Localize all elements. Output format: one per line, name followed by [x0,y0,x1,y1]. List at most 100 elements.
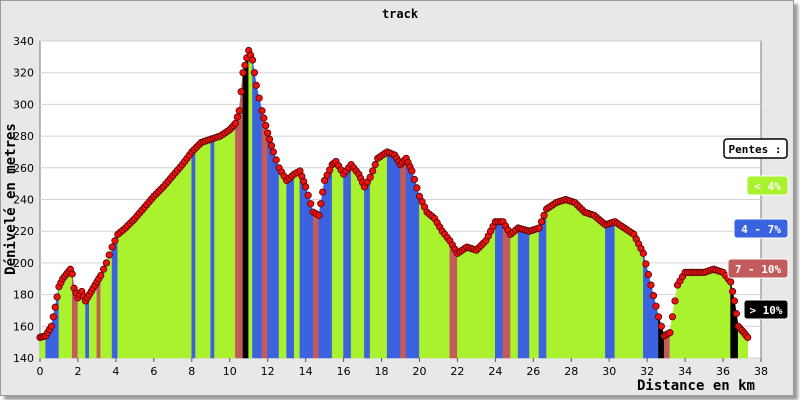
slope-segment-flat [293,170,301,359]
track-point [647,281,655,289]
x-tick-label: 26 [526,365,540,378]
track-point [540,211,548,219]
slope-segment-steep [261,110,268,359]
track-point [235,107,243,115]
x-tick-label: 22 [450,365,464,378]
track-point [262,121,270,130]
slope-segment-moderate [191,147,196,359]
track-point [535,224,543,232]
y-tick-label: 300 [13,98,34,111]
track-point [652,302,660,310]
x-tick-label: 36 [716,365,730,378]
y-tick-label: 280 [13,130,34,143]
slope-segment-moderate [643,253,659,359]
track-point [102,259,111,267]
track-point [410,175,419,184]
slope-segment-moderate [495,221,504,359]
track-point [97,271,105,280]
x-tick-label: 14 [299,365,313,378]
track-point [671,297,679,305]
track-point [639,249,647,257]
track-point [657,322,665,330]
slope-segment-flat [331,161,344,359]
legend-item-label: < 4% [754,180,781,193]
track-point [366,173,374,181]
track-point [51,303,59,311]
x-tick-label: 20 [412,365,426,378]
y-tick-label: 240 [13,194,34,207]
legend: Pentes : < 4% 4 - 7% 7 - 10% > 10% [723,138,789,320]
track-point [264,129,272,137]
track-point [727,278,735,286]
legend-item-swatch [746,175,789,196]
track-point [744,333,752,341]
x-tick-label: 10 [223,365,237,378]
legend-item-swatch [743,299,789,320]
y-tick-label: 140 [13,352,34,365]
track-point [408,167,416,175]
track-point [237,88,245,96]
track-point [272,156,280,164]
x-axis-title: Distance en km [637,378,755,394]
track-point [248,56,257,64]
slope-segment-steep [96,274,102,359]
track-point [668,313,677,321]
track-point [53,293,61,301]
slope-segment-moderate [299,170,314,359]
slope-segment-flat [546,199,606,359]
y-tick-label: 320 [13,67,34,80]
track-point [304,191,312,199]
track-point [307,200,315,208]
legend-item-label: 4 - 7% [741,223,781,236]
slope-segment-flat [214,122,236,359]
track-point [317,200,325,208]
track-point [265,135,274,143]
slope-segment-steep [400,157,407,359]
slope-segment-flat [248,50,253,359]
slope-segment-moderate [386,151,401,359]
y-tick-labels: 140 160 180 200 220 240 260 280 300 320 340 [13,35,34,365]
track-point [68,270,76,278]
track-point [728,287,737,296]
slope-segment-moderate [286,173,295,359]
track-point [642,260,650,268]
x-tick-label: 34 [678,365,692,378]
track-point [47,322,55,330]
x-tick-label: 16 [337,365,351,378]
x-tick-label: 18 [375,365,389,378]
slope-segment-moderate [364,176,371,359]
track-point [239,69,247,77]
chart-title: track [382,7,419,21]
legend-item-swatch [727,258,789,279]
track-markers [36,46,752,341]
y-tick-label: 200 [13,257,34,270]
track-point [649,292,658,300]
track-point [99,265,108,273]
track-point [231,119,240,128]
legend-title: Pentes : [729,143,782,156]
x-tick-labels: 0 2 4 6 8 10 12 14 16 18 20 22 24 26 28 30 32 34 36 38 [37,358,768,378]
x-tick-label: 0 [37,365,44,378]
slope-segment-flat [510,227,519,359]
track-point [105,251,113,259]
y-tick-label: 180 [13,289,34,302]
slope-segment-flat [529,227,540,359]
slope-segment-flat [369,151,388,359]
x-tick-label: 4 [112,365,119,378]
legend-item-swatch [733,218,789,239]
legend-title-box [723,138,788,159]
x-tick-label: 28 [564,365,578,378]
track-point [302,183,310,191]
track-point [732,310,740,318]
y-axis-title: Dénivelé en metres [3,123,19,275]
track-point [644,270,653,279]
track-point [258,107,266,115]
slope-segment-moderate [111,234,119,359]
y-tick-label: 220 [13,225,34,238]
track-point [250,69,259,77]
y-tick-label: 260 [13,162,34,175]
track-point [252,81,260,89]
x-tick-label: 2 [74,365,81,378]
x-tick-label: 8 [188,365,195,378]
